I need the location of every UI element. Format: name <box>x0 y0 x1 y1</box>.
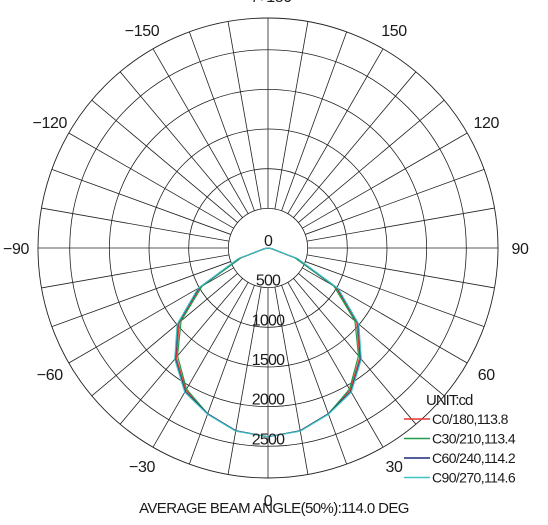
angle-tick-label: −60 <box>37 367 63 384</box>
angular-grid-spokes <box>38 18 498 478</box>
grid-spoke <box>298 273 445 397</box>
grid-spoke <box>306 207 495 242</box>
angle-tick-labels: 0 30 −30 60 −60 90 −90 120 −120 150 −150 −/+180 <box>3 0 529 510</box>
angle-tick-label: −/+180 <box>244 0 292 6</box>
grid-spoke <box>298 99 445 223</box>
grid-spoke <box>274 21 309 210</box>
grid-spoke <box>68 267 234 364</box>
grid-spoke <box>227 21 262 210</box>
angle-tick-label: 0 <box>264 493 273 510</box>
grid-spoke <box>274 286 309 475</box>
beam-angle-footer: AVERAGE BEAM ANGLE(50%):114.0 DEG <box>139 500 409 517</box>
grid-spoke <box>293 71 417 218</box>
angle-tick-label: −150 <box>125 23 160 40</box>
grid-spoke <box>91 273 238 397</box>
grid-spoke <box>41 254 230 289</box>
radial-tick-label: 1000 <box>252 312 285 329</box>
radial-tick-label: 2000 <box>252 392 285 409</box>
angle-tick-label: 30 <box>386 459 403 476</box>
grid-spoke <box>281 31 348 211</box>
grid-spoke <box>41 207 230 242</box>
grid-spoke <box>119 278 243 425</box>
grid-spoke <box>302 132 468 229</box>
grid-spoke <box>188 285 255 465</box>
angle-tick-label: 120 <box>473 115 499 132</box>
legend-label: C90/270,114.6 <box>432 470 516 486</box>
grid-spoke <box>306 254 495 289</box>
angle-tick-label: 60 <box>478 367 495 384</box>
grid-spoke <box>152 48 249 214</box>
intensity-curves <box>174 247 362 438</box>
angle-tick-label: 150 <box>381 23 407 40</box>
radial-tick-label: 1500 <box>252 352 285 369</box>
angle-tick-label: 90 <box>512 241 529 258</box>
grid-spoke <box>287 282 384 448</box>
grid-spoke <box>293 278 417 425</box>
radial-tick-labels: 0 500 1000 1500 2000 2500 <box>252 233 286 448</box>
grid-spoke <box>281 285 348 465</box>
grid-spoke <box>227 286 262 475</box>
grid-spoke <box>188 31 255 211</box>
grid-spoke <box>119 71 243 218</box>
grid-spoke <box>152 282 249 448</box>
grid-spoke <box>51 261 231 328</box>
angle-tick-label: −30 <box>129 459 155 476</box>
radial-tick-label: 0 <box>264 233 273 250</box>
legend-label: C0/180,113.8 <box>432 411 509 427</box>
grid-spoke <box>302 267 468 364</box>
angle-tick-label: −90 <box>3 241 29 258</box>
legend-label: C60/240,114.2 <box>432 450 516 466</box>
grid-spoke <box>305 261 485 328</box>
legend-label: C30/210,113.4 <box>432 431 516 447</box>
grid-spoke <box>91 99 238 223</box>
grid-spoke <box>305 168 485 235</box>
angle-tick-label: −120 <box>33 115 68 132</box>
grid-spoke <box>287 48 384 214</box>
series-curve <box>174 247 362 438</box>
legend: C0/180,113.8 C30/210,113.4 C60/240,114.2 C9… <box>404 411 516 486</box>
radial-tick-label: 2500 <box>252 431 285 448</box>
unit-label: UNIT:cd <box>426 392 473 409</box>
radial-tick-label: 500 <box>256 273 281 290</box>
grid-spoke <box>51 168 231 235</box>
grid-spoke <box>68 132 234 229</box>
